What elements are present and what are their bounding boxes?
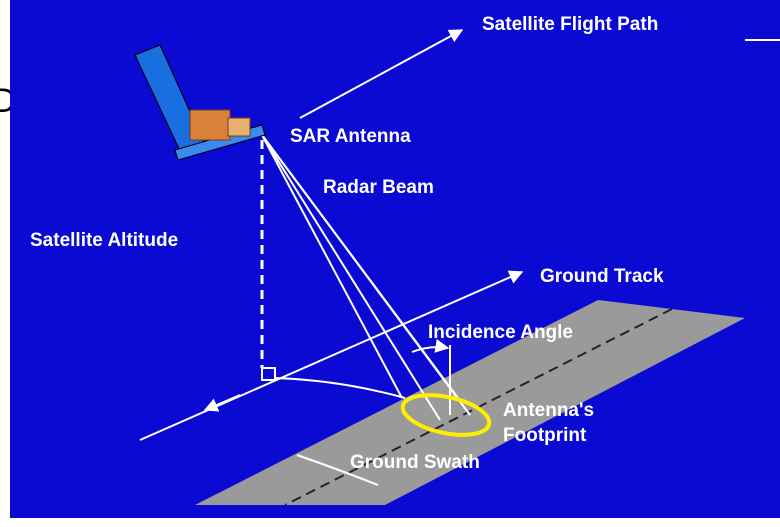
satellite bbox=[134, 44, 266, 161]
label: Incidence Angle bbox=[428, 322, 573, 343]
ground-track-arrow bbox=[139, 270, 524, 441]
satellite-body bbox=[189, 109, 231, 141]
label: Satellite Flight Path bbox=[482, 14, 658, 35]
radar-beam bbox=[261, 134, 471, 421]
label: Ground Swath bbox=[350, 452, 480, 473]
satellite-module bbox=[227, 117, 251, 137]
range-arc bbox=[274, 377, 406, 399]
track-back-arrow bbox=[203, 394, 241, 412]
flight-path-arrow bbox=[299, 29, 464, 119]
swath-arc bbox=[296, 454, 379, 486]
label: Antenna's bbox=[503, 400, 594, 421]
label: Footprint bbox=[503, 425, 587, 446]
label: SAR Antenna bbox=[290, 126, 411, 147]
right-angle bbox=[261, 367, 276, 381]
angle-arc bbox=[411, 339, 450, 353]
label: Satellite Altitude bbox=[30, 230, 178, 251]
label: Radar Beam bbox=[323, 177, 434, 198]
footprint-ellipse bbox=[400, 393, 492, 437]
label: Ground Track bbox=[540, 266, 664, 287]
